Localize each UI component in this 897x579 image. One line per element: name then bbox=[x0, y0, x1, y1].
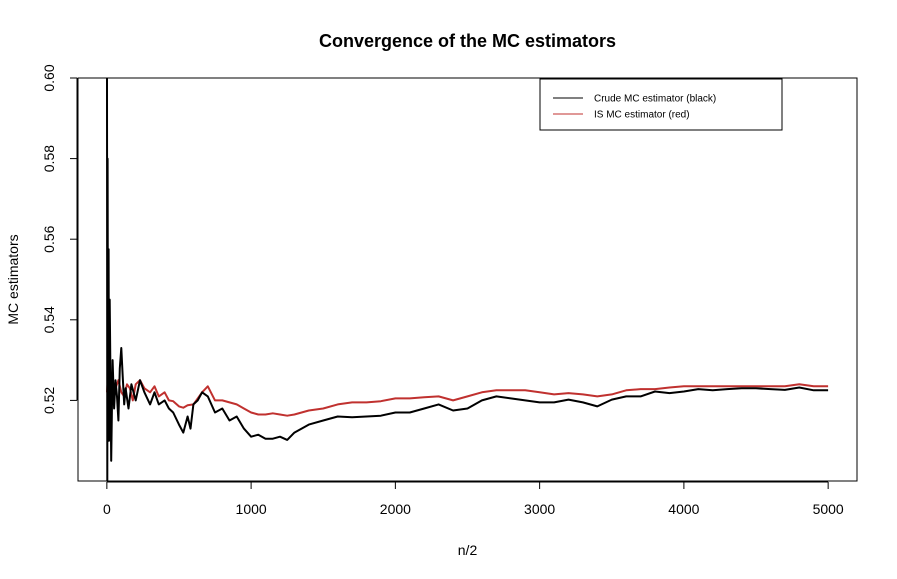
x-axis: 0 1000 2000 3000 4000 5000 bbox=[103, 481, 844, 517]
y-tick-label: 0.54 bbox=[41, 306, 57, 333]
y-axis-label: MC estimators bbox=[5, 234, 21, 324]
legend-label: Crude MC estimator (black) bbox=[594, 94, 716, 105]
x-tick-label: 0 bbox=[103, 501, 111, 517]
x-tick-label: 2000 bbox=[380, 501, 411, 517]
legend: Crude MC estimator (black) IS MC estimato… bbox=[539, 78, 783, 131]
chart-title: Convergence of the MC estimators bbox=[319, 31, 616, 51]
legend-label: IS MC estimator (red) bbox=[594, 110, 690, 121]
x-tick-label: 5000 bbox=[813, 501, 844, 517]
series-layer bbox=[106, 78, 829, 481]
y-axis: 0.52 0.54 0.56 0.58 0.60 bbox=[41, 64, 78, 414]
y-tick-label: 0.58 bbox=[41, 145, 57, 172]
x-tick-label: 1000 bbox=[236, 501, 267, 517]
y-tick-label: 0.60 bbox=[41, 64, 57, 91]
y-tick-label: 0.52 bbox=[41, 387, 57, 414]
series-line-is bbox=[106, 371, 829, 417]
x-axis-label: n/2 bbox=[458, 542, 478, 558]
x-tick-label: 4000 bbox=[668, 501, 699, 517]
y-tick-label: 0.56 bbox=[41, 225, 57, 252]
x-tick-label: 3000 bbox=[524, 501, 555, 517]
series-line-crude bbox=[106, 78, 829, 481]
legend-box bbox=[539, 78, 783, 131]
plot-frame bbox=[77, 77, 858, 482]
